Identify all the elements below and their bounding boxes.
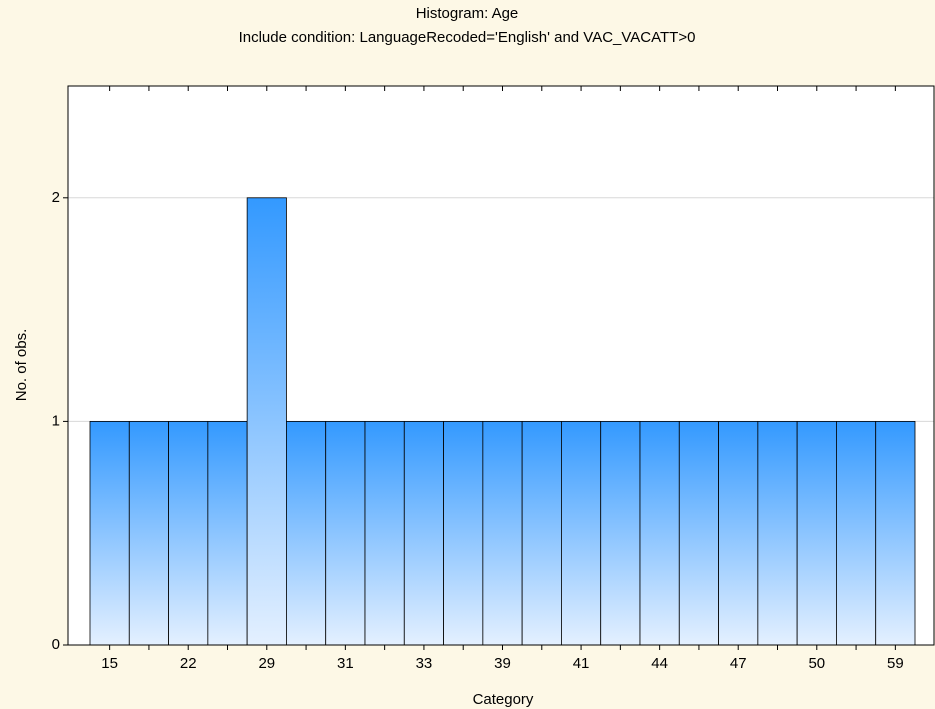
- x-tick-label: 15: [101, 655, 118, 672]
- bar: [836, 420, 877, 646]
- bar: [600, 420, 641, 646]
- y-axis-label: No. of obs.: [13, 329, 30, 402]
- bar: [246, 197, 287, 646]
- x-tick-label: 22: [180, 655, 197, 672]
- x-tick-label: 29: [258, 655, 275, 672]
- bar: [128, 420, 169, 646]
- x-tick-label: 44: [651, 655, 668, 672]
- x-tick-label: 47: [730, 655, 747, 672]
- x-tick-label: 50: [808, 655, 825, 672]
- bar: [207, 420, 248, 646]
- bar: [639, 420, 680, 646]
- plot-frame: [67, 85, 935, 646]
- y-tick-label: 2: [52, 189, 60, 206]
- x-axis-label: Category: [473, 691, 534, 708]
- x-tick-label: 33: [416, 655, 433, 672]
- bar: [718, 420, 759, 646]
- bar: [521, 420, 562, 646]
- bar: [325, 420, 366, 646]
- x-tick-label: 31: [337, 655, 354, 672]
- x-tick-label: 59: [887, 655, 904, 672]
- bar: [364, 420, 405, 646]
- bar: [168, 420, 209, 646]
- y-tick-label: 0: [52, 636, 60, 653]
- bar: [286, 420, 327, 646]
- bar: [678, 420, 719, 646]
- bar: [757, 420, 798, 646]
- bar: [403, 420, 444, 646]
- chart-subtitle: Include condition: LanguageRecoded='Engl…: [239, 29, 696, 46]
- bar: [443, 420, 484, 646]
- x-tick-label: 41: [573, 655, 590, 672]
- chart-title: Histogram: Age: [416, 5, 519, 22]
- y-tick-label: 1: [52, 412, 60, 429]
- bar: [796, 420, 837, 646]
- bar: [89, 420, 130, 646]
- x-tick-label: 39: [494, 655, 511, 672]
- bar: [561, 420, 602, 646]
- bar: [875, 420, 916, 646]
- bar: [482, 420, 523, 646]
